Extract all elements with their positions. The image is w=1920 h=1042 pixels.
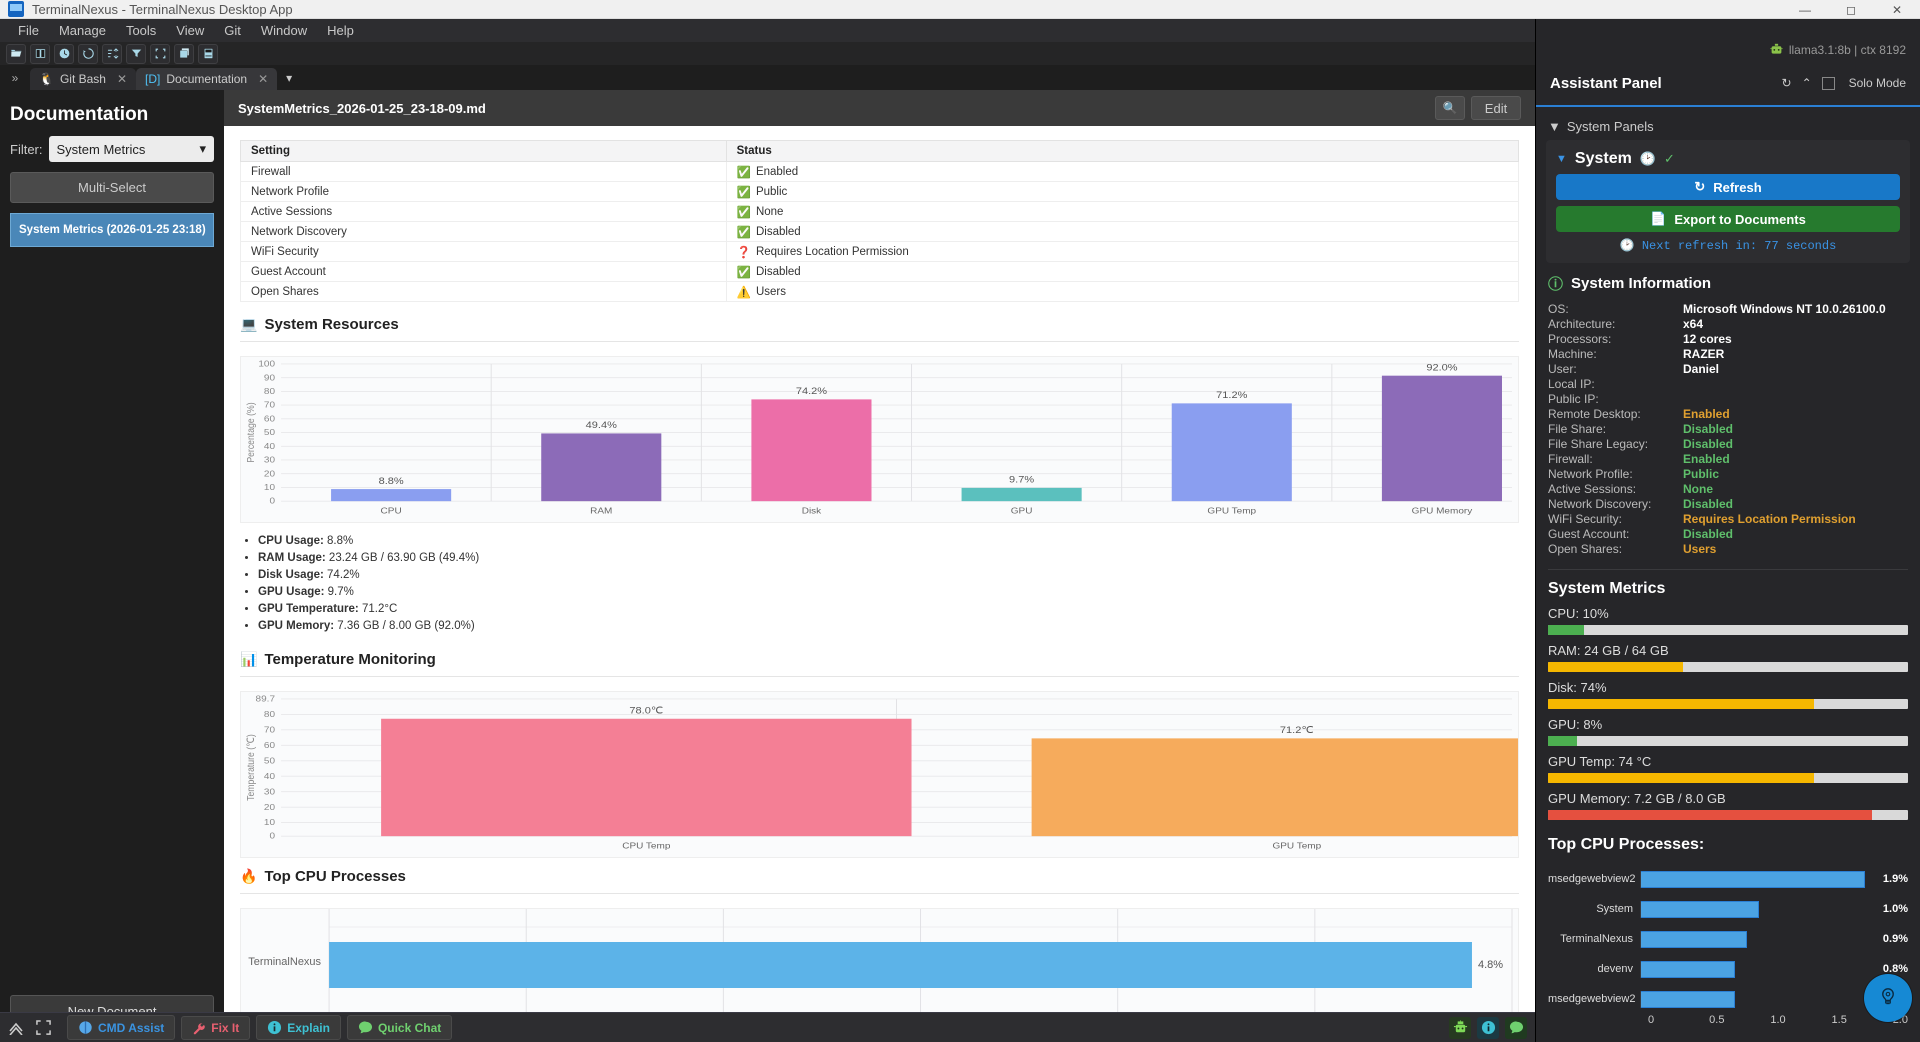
svg-text:10: 10 xyxy=(264,818,275,827)
svg-text:9.7%: 9.7% xyxy=(1009,475,1034,485)
svg-text:30: 30 xyxy=(264,787,275,796)
svg-text:80: 80 xyxy=(264,710,275,719)
svg-text:4.8%: 4.8% xyxy=(1478,959,1503,971)
svg-text:30: 30 xyxy=(264,455,275,464)
svg-text:Temperature (℃): Temperature (℃) xyxy=(245,734,256,801)
svg-text:Disk: Disk xyxy=(802,506,822,515)
svg-text:CPU: CPU xyxy=(381,506,402,515)
svg-text:71.2℃: 71.2℃ xyxy=(1280,726,1314,736)
svg-text:0: 0 xyxy=(269,831,275,840)
svg-text:80: 80 xyxy=(264,387,275,396)
svg-text:RAM: RAM xyxy=(590,506,612,515)
svg-text:60: 60 xyxy=(264,741,275,750)
svg-text:92.0%: 92.0% xyxy=(1426,363,1457,373)
svg-text:GPU Temp: GPU Temp xyxy=(1207,506,1256,515)
svg-text:78.0℃: 78.0℃ xyxy=(629,706,663,716)
svg-text:CPU Temp: CPU Temp xyxy=(622,841,670,850)
svg-text:90: 90 xyxy=(264,373,275,382)
svg-text:10: 10 xyxy=(264,483,275,492)
svg-text:71.2%: 71.2% xyxy=(1216,391,1247,401)
svg-text:GPU Temp: GPU Temp xyxy=(1272,841,1321,850)
svg-text:100: 100 xyxy=(258,359,275,368)
svg-text:Percentage (%): Percentage (%) xyxy=(245,402,256,462)
svg-text:GPU: GPU xyxy=(1011,506,1033,515)
svg-text:50: 50 xyxy=(264,428,275,437)
svg-text:70: 70 xyxy=(264,725,275,734)
svg-text:0: 0 xyxy=(269,496,275,505)
svg-text:49.4%: 49.4% xyxy=(586,421,617,431)
svg-text:20: 20 xyxy=(264,469,275,478)
svg-text:20: 20 xyxy=(264,802,275,811)
svg-text:70: 70 xyxy=(264,400,275,409)
svg-text:8.8%: 8.8% xyxy=(379,476,404,486)
svg-text:60: 60 xyxy=(264,414,275,423)
svg-text:50: 50 xyxy=(264,756,275,765)
svg-text:TerminalNexus: TerminalNexus xyxy=(248,956,321,968)
svg-text:40: 40 xyxy=(264,771,275,780)
svg-text:40: 40 xyxy=(264,441,275,450)
svg-text:74.2%: 74.2% xyxy=(796,387,827,397)
svg-text:89.7: 89.7 xyxy=(256,694,275,703)
svg-text:GPU Memory: GPU Memory xyxy=(1412,506,1473,515)
